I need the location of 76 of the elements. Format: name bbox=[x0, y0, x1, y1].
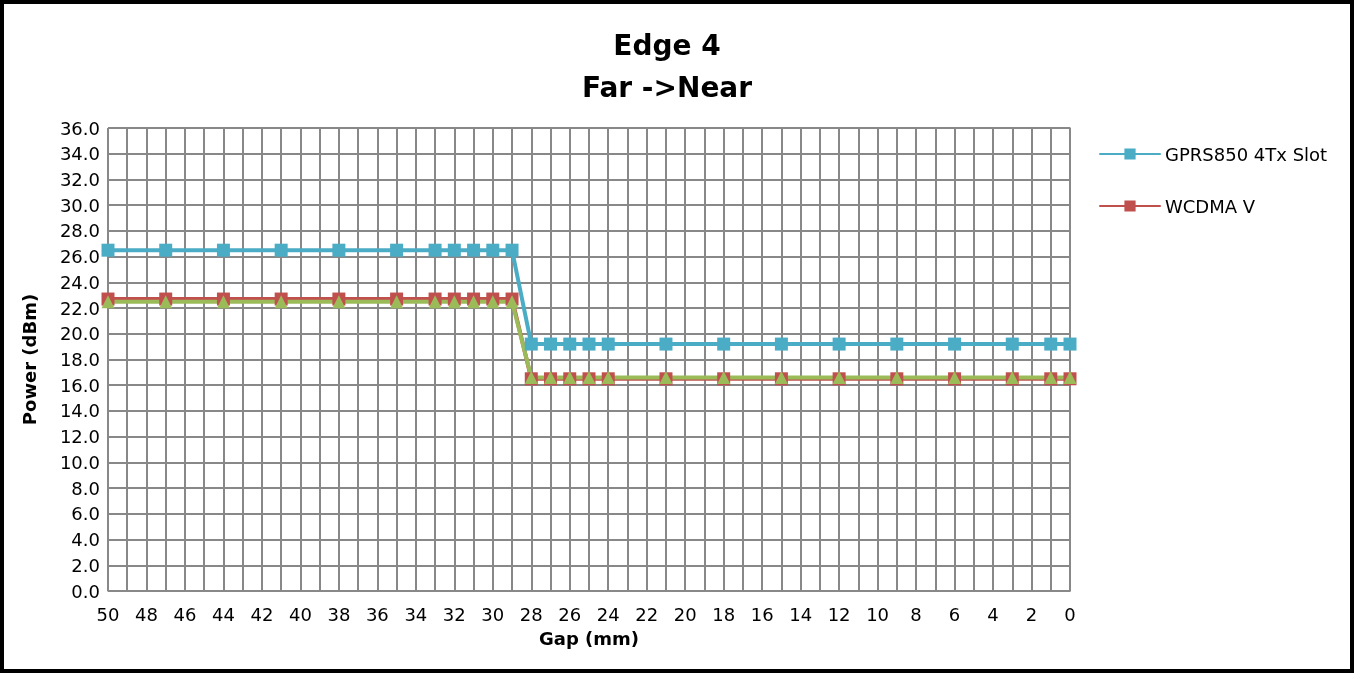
x-tick-label: 4 bbox=[987, 603, 999, 625]
y-tick-label: 16.0 bbox=[59, 374, 100, 396]
x-tick-label: 38 bbox=[327, 603, 351, 625]
point bbox=[582, 337, 596, 351]
x-tick-label: 18 bbox=[712, 603, 736, 625]
point bbox=[1005, 337, 1019, 351]
y-tick-label: 36.0 bbox=[59, 117, 100, 139]
x-tick-label: 10 bbox=[866, 603, 890, 625]
y-tick-label: 6.0 bbox=[71, 503, 100, 525]
legend-label: WCDMA V bbox=[1165, 195, 1256, 217]
x-tick-label: 30 bbox=[481, 603, 505, 625]
y-tick-label: 28.0 bbox=[59, 220, 100, 242]
point bbox=[101, 243, 115, 257]
x-tick-label: 6 bbox=[948, 603, 961, 625]
x-axis-title: Gap (mm) bbox=[538, 627, 640, 649]
x-tick-label: 34 bbox=[404, 603, 428, 625]
point bbox=[216, 243, 230, 257]
point bbox=[447, 243, 461, 257]
x-tick-label: 24 bbox=[596, 603, 620, 625]
y-tick-label: 22.0 bbox=[59, 297, 100, 319]
x-tick-label: 0 bbox=[1064, 603, 1076, 625]
point bbox=[159, 243, 173, 257]
x-tick-label: 14 bbox=[789, 603, 813, 625]
chart-title: Edge 4 bbox=[613, 28, 721, 62]
x-tick-label: 22 bbox=[635, 603, 659, 625]
y-tick-label: 18.0 bbox=[59, 349, 100, 370]
point bbox=[544, 337, 558, 351]
x-tick-label: 40 bbox=[288, 603, 312, 625]
y-tick-label: 20.0 bbox=[59, 323, 100, 345]
point bbox=[601, 337, 615, 351]
x-tick-label: 26 bbox=[558, 603, 582, 625]
point bbox=[1063, 337, 1077, 351]
y-tick-label: 4.0 bbox=[71, 529, 100, 551]
y-tick-label: 34.0 bbox=[59, 143, 100, 165]
x-tick-label: 48 bbox=[135, 603, 158, 625]
x-tick-label: 8 bbox=[910, 603, 922, 625]
x-tick-label: 28 bbox=[519, 603, 543, 625]
x-tick-label: 44 bbox=[211, 603, 235, 625]
point bbox=[774, 337, 788, 351]
y-tick-label: 2.0 bbox=[71, 554, 100, 576]
point bbox=[467, 243, 481, 257]
y-tick-label: 8.0 bbox=[71, 477, 100, 499]
y-tick-label: 0.0 bbox=[71, 580, 100, 602]
x-tick-label: 42 bbox=[250, 603, 274, 625]
point bbox=[486, 243, 500, 257]
x-tick-label: 2 bbox=[1025, 603, 1038, 625]
x-tick-label: 46 bbox=[173, 603, 197, 625]
x-tick-label: 36 bbox=[365, 603, 389, 625]
y-tick-label: 30.0 bbox=[59, 194, 100, 216]
point bbox=[1044, 337, 1058, 351]
point bbox=[332, 243, 346, 257]
x-tick-label: 16 bbox=[750, 603, 774, 625]
point bbox=[563, 337, 577, 351]
legend-label: GPRS850 4Tx Slot bbox=[1165, 143, 1328, 165]
y-tick-label: 10.0 bbox=[59, 451, 100, 473]
x-tick-label: 20 bbox=[673, 603, 697, 625]
point bbox=[890, 337, 904, 351]
point bbox=[832, 337, 846, 351]
y-tick-label: 24.0 bbox=[59, 271, 100, 293]
y-tick-label: 32.0 bbox=[59, 168, 100, 190]
point bbox=[274, 243, 288, 257]
y-tick-label: 26.0 bbox=[59, 246, 100, 268]
y-tick-label: 12.0 bbox=[59, 426, 100, 448]
point bbox=[524, 337, 538, 351]
point bbox=[390, 243, 404, 257]
chart-subtitle: Far ->Near bbox=[581, 70, 753, 104]
point bbox=[428, 243, 442, 257]
x-tick-label: 12 bbox=[827, 603, 851, 625]
x-tick-label: 32 bbox=[442, 603, 466, 625]
point bbox=[948, 337, 962, 351]
y-axis-title: Power (dBm) bbox=[18, 293, 40, 426]
y-tick-label: 14.0 bbox=[59, 400, 100, 422]
point bbox=[717, 337, 731, 351]
point bbox=[505, 243, 519, 257]
x-tick-label: 50 bbox=[96, 603, 120, 625]
point bbox=[659, 337, 673, 351]
